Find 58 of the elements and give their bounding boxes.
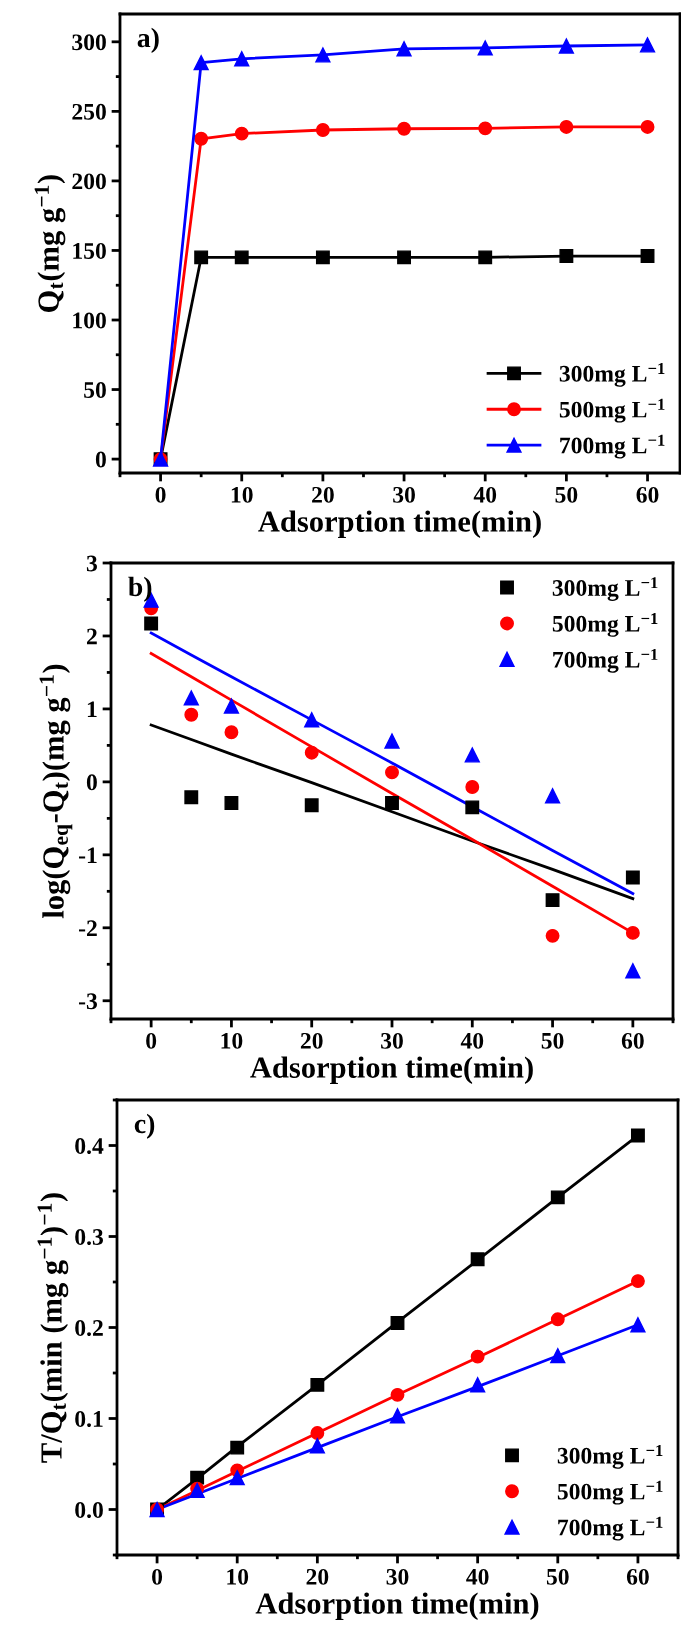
y-axis-title: T/Q$_{t}$(min (mg g$^{−1}$)$^{−1}$): [37, 1193, 69, 1463]
y-tick-label: 0: [95, 451, 106, 468]
y-tick-label: -3: [79, 993, 97, 1010]
x-tick-label: 60: [636, 486, 659, 503]
y-tick-label: 0.0: [75, 1501, 103, 1519]
x-tick-label: 0: [146, 1032, 157, 1049]
y-tick-label: 100: [73, 312, 106, 329]
legend-label: 500mg L$^{−1}$: [552, 613, 658, 637]
y-tick-label: 150: [73, 242, 106, 259]
legend-label: 500mg L$^{−1}$: [557, 1480, 663, 1505]
y-tick-label: 0: [86, 774, 97, 791]
y-axis-title: Q$_{t}$(mg g$^{−1}$): [34, 175, 66, 312]
x-tick-label: 40: [473, 486, 497, 503]
x-axis-title: Adsorption time(min): [255, 1592, 539, 1621]
legend-label: 300mg L$^{−1}$: [559, 362, 665, 387]
x-tick-label: 10: [221, 1032, 243, 1049]
legend-label: 700mg L$^{−1}$: [560, 434, 665, 459]
x-axis-title: Adsorption time(min): [258, 510, 541, 539]
x-tick-label: 50: [555, 486, 578, 503]
x-tick-label: 10: [227, 1568, 249, 1585]
x-tick-label: 50: [546, 1568, 569, 1585]
y-tick-label: 200: [72, 173, 106, 190]
y-tick-label: 1: [87, 701, 97, 718]
y-axis-title: log(Q$_{eq}$-Q$_{t}$)(mg g$^{−1}$): [39, 664, 73, 919]
annotation: c): [134, 1113, 155, 1139]
y-tick-label: 3: [86, 555, 97, 572]
x-tick-label: 10: [231, 486, 253, 503]
x-tick-label: 40: [466, 1568, 489, 1585]
x-tick-label: 60: [621, 1032, 644, 1049]
y-tick-label: -1: [79, 847, 97, 864]
legend-label: 700mg L$^{−1}$: [558, 1516, 663, 1541]
legend-label: 300mg L$^{−1}$: [552, 577, 658, 601]
y-tick-label: 0.2: [75, 1319, 103, 1337]
x-tick-label: 30: [381, 1032, 403, 1049]
y-tick-label: 50: [84, 382, 106, 398]
x-tick-label: 0: [152, 1568, 163, 1585]
legend-label: 300mg L$^{−1}$: [557, 1444, 663, 1469]
annotation: b): [128, 576, 152, 602]
x-tick-label: 30: [393, 486, 415, 503]
annotation: a): [137, 27, 159, 53]
x-tick-label: 0: [155, 486, 166, 503]
x-tick-label: 60: [626, 1568, 649, 1585]
y-tick-label: 0.4: [75, 1137, 104, 1155]
x-tick-label: 20: [312, 486, 334, 503]
x-tick-label: 20: [306, 1568, 329, 1585]
legend-label: 500mg L$^{−1}$: [559, 398, 665, 423]
x-axis-title: Adsorption time(min): [250, 1056, 533, 1085]
y-tick-label: 2: [86, 628, 97, 645]
y-tick-label: -2: [79, 920, 97, 936]
x-tick-label: 40: [460, 1032, 484, 1049]
x-tick-label: 20: [300, 1032, 323, 1049]
y-tick-label: 250: [72, 103, 106, 120]
y-tick-label: 0.1: [75, 1410, 103, 1428]
legend-label: 700mg L$^{−1}$: [553, 648, 658, 673]
y-tick-label: 0.3: [75, 1228, 103, 1246]
y-tick-label: 300: [72, 34, 106, 51]
x-tick-label: 30: [386, 1568, 409, 1585]
x-tick-label: 50: [541, 1032, 564, 1049]
